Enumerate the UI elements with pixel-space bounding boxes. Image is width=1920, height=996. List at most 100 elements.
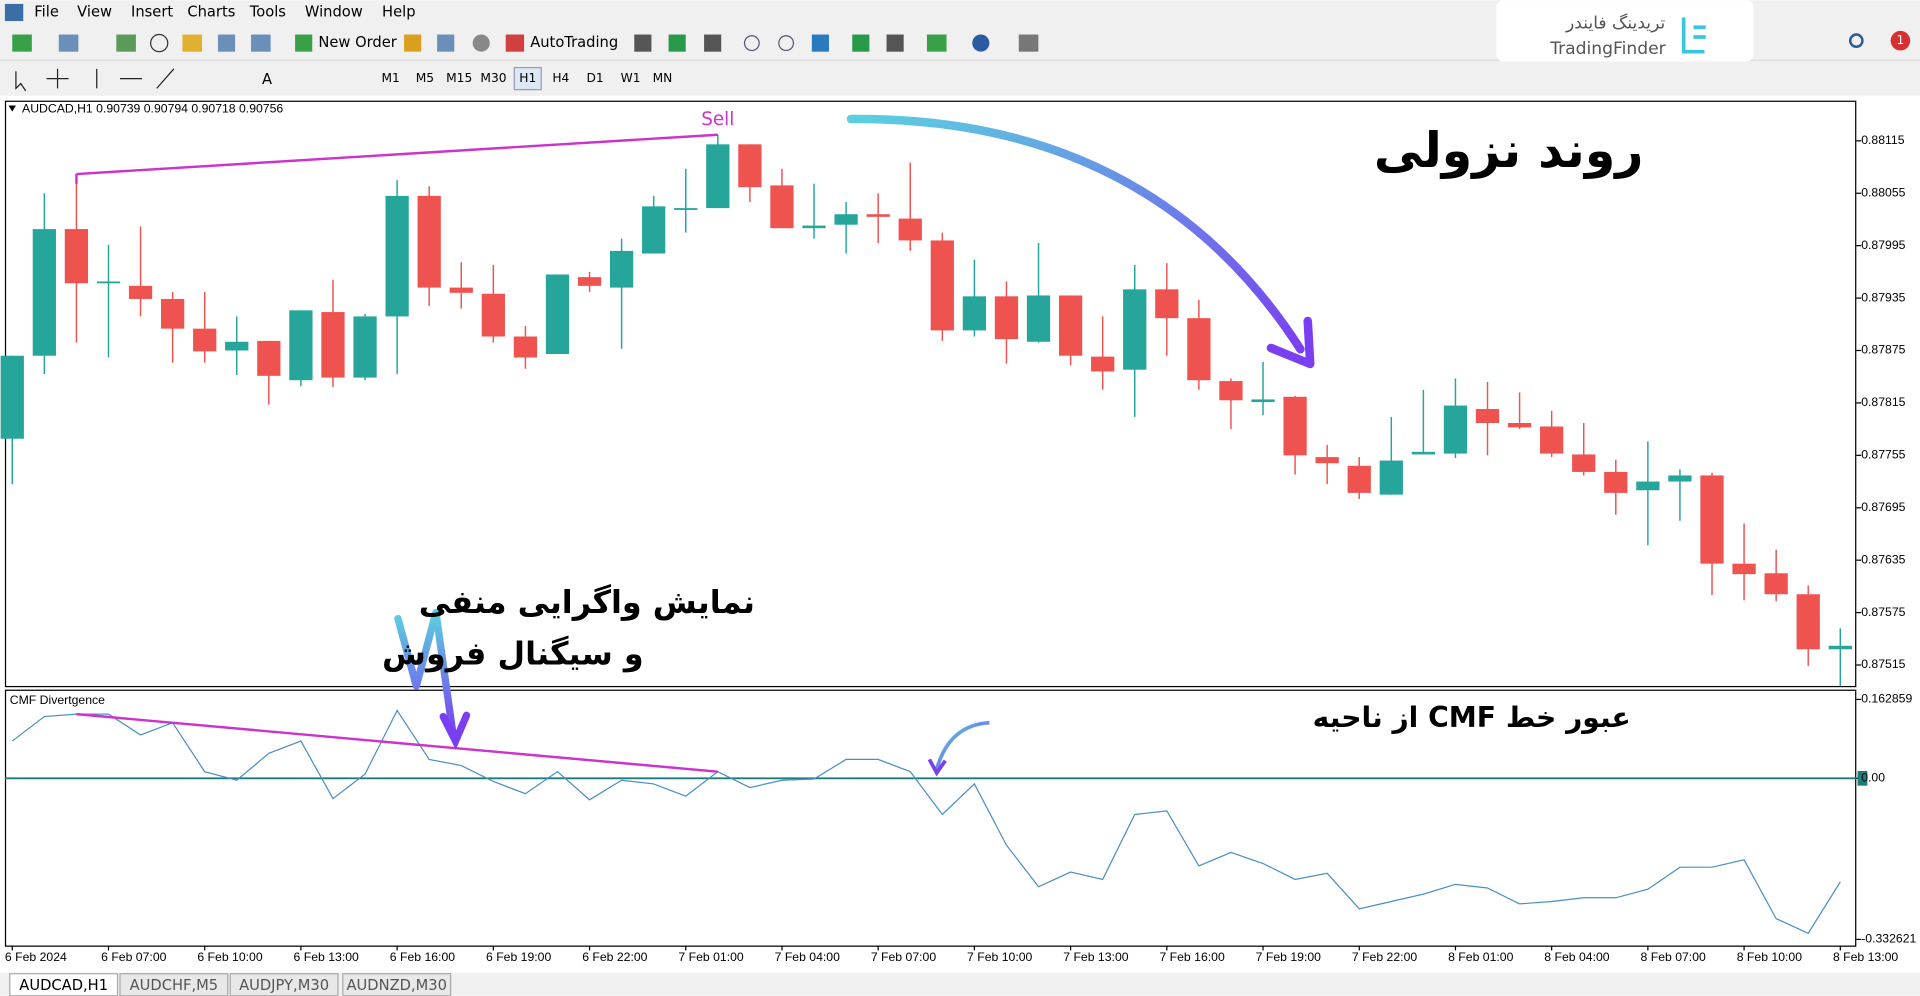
x-tick-label: 7 Feb 22:00 bbox=[1352, 950, 1417, 964]
menu-item[interactable]: View bbox=[77, 3, 112, 20]
menu-item[interactable]: Charts bbox=[187, 3, 235, 20]
timeframe-button[interactable]: H4 bbox=[552, 71, 569, 85]
candle-body bbox=[545, 274, 570, 354]
candle-body bbox=[1475, 409, 1500, 424]
x-tick-label: 7 Feb 04:00 bbox=[775, 950, 840, 964]
icon[interactable] bbox=[972, 34, 990, 52]
tab-label[interactable]: AUDCAD,H1 bbox=[19, 977, 108, 994]
icon[interactable] bbox=[251, 34, 271, 52]
candle-body bbox=[257, 340, 281, 376]
icon[interactable] bbox=[886, 34, 904, 52]
icon[interactable] bbox=[668, 34, 686, 52]
timeframe-button[interactable]: M30 bbox=[480, 71, 506, 85]
candle-body bbox=[1347, 465, 1371, 493]
candle-body bbox=[609, 250, 634, 288]
icon[interactable] bbox=[743, 35, 760, 52]
candle-body bbox=[738, 144, 762, 188]
timeframe-button[interactable]: H1 bbox=[519, 71, 536, 85]
candle-body bbox=[1636, 481, 1660, 491]
icon[interactable] bbox=[505, 34, 525, 52]
icon[interactable] bbox=[15, 71, 27, 92]
icon[interactable]: A bbox=[262, 71, 272, 88]
menu-item[interactable]: File bbox=[34, 3, 59, 20]
cross-arrow bbox=[934, 720, 990, 770]
y-tick-label: 0.87815 bbox=[1861, 395, 1905, 409]
candle-body bbox=[674, 208, 698, 210]
icon[interactable] bbox=[182, 34, 203, 52]
icon[interactable] bbox=[634, 34, 652, 52]
candle-body bbox=[706, 144, 730, 209]
new-order-button[interactable]: New Order bbox=[318, 34, 397, 51]
icon[interactable] bbox=[217, 34, 236, 52]
y-tick-label: 0.87575 bbox=[1861, 605, 1905, 619]
header-arrow bbox=[8, 105, 16, 112]
menu-item[interactable]: Tools bbox=[249, 3, 286, 20]
notification-count: 1 bbox=[1897, 33, 1905, 47]
notification-badge[interactable] bbox=[1890, 30, 1911, 51]
menu-item[interactable]: Insert bbox=[131, 3, 173, 20]
icon[interactable] bbox=[58, 34, 79, 52]
candle-body bbox=[64, 229, 89, 284]
icon[interactable] bbox=[852, 34, 870, 52]
y-tick-label: 0.87695 bbox=[1861, 500, 1905, 514]
logo-box bbox=[1496, 0, 1754, 62]
x-tick-label: 8 Feb 01:00 bbox=[1448, 950, 1513, 964]
chart-window bbox=[0, 96, 1920, 973]
icon[interactable] bbox=[926, 34, 947, 52]
icon[interactable] bbox=[96, 68, 175, 89]
tab-label[interactable]: AUDNZD,M30 bbox=[346, 977, 447, 994]
candle-body bbox=[898, 218, 922, 241]
divergence-annotation: نمایش واگرایی منفی bbox=[419, 583, 755, 621]
search[interactable] bbox=[1848, 33, 1864, 48]
icon[interactable] bbox=[295, 34, 313, 52]
y-tick-label: 0.87995 bbox=[1861, 238, 1905, 252]
icon[interactable] bbox=[1018, 34, 1039, 52]
candle-body bbox=[930, 240, 954, 331]
autotrading-button[interactable]: AutoTrading bbox=[530, 34, 618, 51]
cross-arrowhead bbox=[927, 758, 947, 777]
y-tick-label: 0.87635 bbox=[1861, 552, 1905, 566]
candle-body bbox=[1219, 381, 1243, 401]
icon[interactable] bbox=[46, 68, 69, 89]
icon[interactable] bbox=[404, 34, 422, 52]
candle-body bbox=[1572, 454, 1596, 472]
x-tick-label: 6 Feb 16:00 bbox=[390, 950, 455, 964]
x-tick-label: 6 Feb 10:00 bbox=[197, 950, 262, 964]
candle-body bbox=[1828, 645, 1852, 650]
icon[interactable] bbox=[437, 34, 455, 52]
icon[interactable] bbox=[150, 33, 169, 53]
x-tick-label: 7 Feb 07:00 bbox=[871, 950, 936, 964]
icon[interactable] bbox=[811, 34, 829, 52]
menu-item[interactable]: Help bbox=[382, 3, 415, 20]
timeframe-button[interactable]: MN bbox=[653, 71, 673, 85]
icon[interactable] bbox=[116, 34, 136, 52]
x-tick-label: 7 Feb 16:00 bbox=[1159, 950, 1224, 964]
icon[interactable] bbox=[704, 34, 722, 52]
timeframe-button[interactable]: D1 bbox=[586, 71, 603, 85]
candle-body bbox=[1251, 399, 1275, 403]
y-tick-label: 0.88115 bbox=[1861, 133, 1905, 147]
tab-label[interactable]: AUDJPY,M30 bbox=[239, 977, 329, 994]
candle-body bbox=[1764, 573, 1788, 595]
icon[interactable] bbox=[472, 34, 490, 52]
timeframe-button[interactable]: M5 bbox=[416, 71, 434, 85]
x-tick-label: 7 Feb 19:00 bbox=[1256, 950, 1321, 964]
divergence-line bbox=[76, 712, 718, 773]
timeframe-button[interactable]: M15 bbox=[446, 71, 472, 85]
candle-body bbox=[1796, 594, 1820, 650]
app-icon bbox=[4, 3, 24, 22]
candle-body bbox=[1058, 295, 1083, 356]
candle-body bbox=[1091, 356, 1115, 372]
tab-label[interactable]: AUDCHF,M5 bbox=[130, 977, 219, 994]
indicator-title: CMF Divertgence bbox=[10, 693, 105, 707]
x-tick-label: 8 Feb 10:00 bbox=[1737, 950, 1802, 964]
menu-item[interactable]: Window bbox=[305, 3, 363, 20]
timeframe-button[interactable]: M1 bbox=[381, 71, 399, 85]
candle-body bbox=[385, 195, 409, 317]
icon[interactable] bbox=[12, 34, 32, 52]
timeframe-button[interactable]: W1 bbox=[621, 71, 641, 85]
icon[interactable] bbox=[778, 35, 795, 52]
candle-body bbox=[1604, 471, 1628, 493]
divergence-arrowhead bbox=[439, 711, 471, 750]
